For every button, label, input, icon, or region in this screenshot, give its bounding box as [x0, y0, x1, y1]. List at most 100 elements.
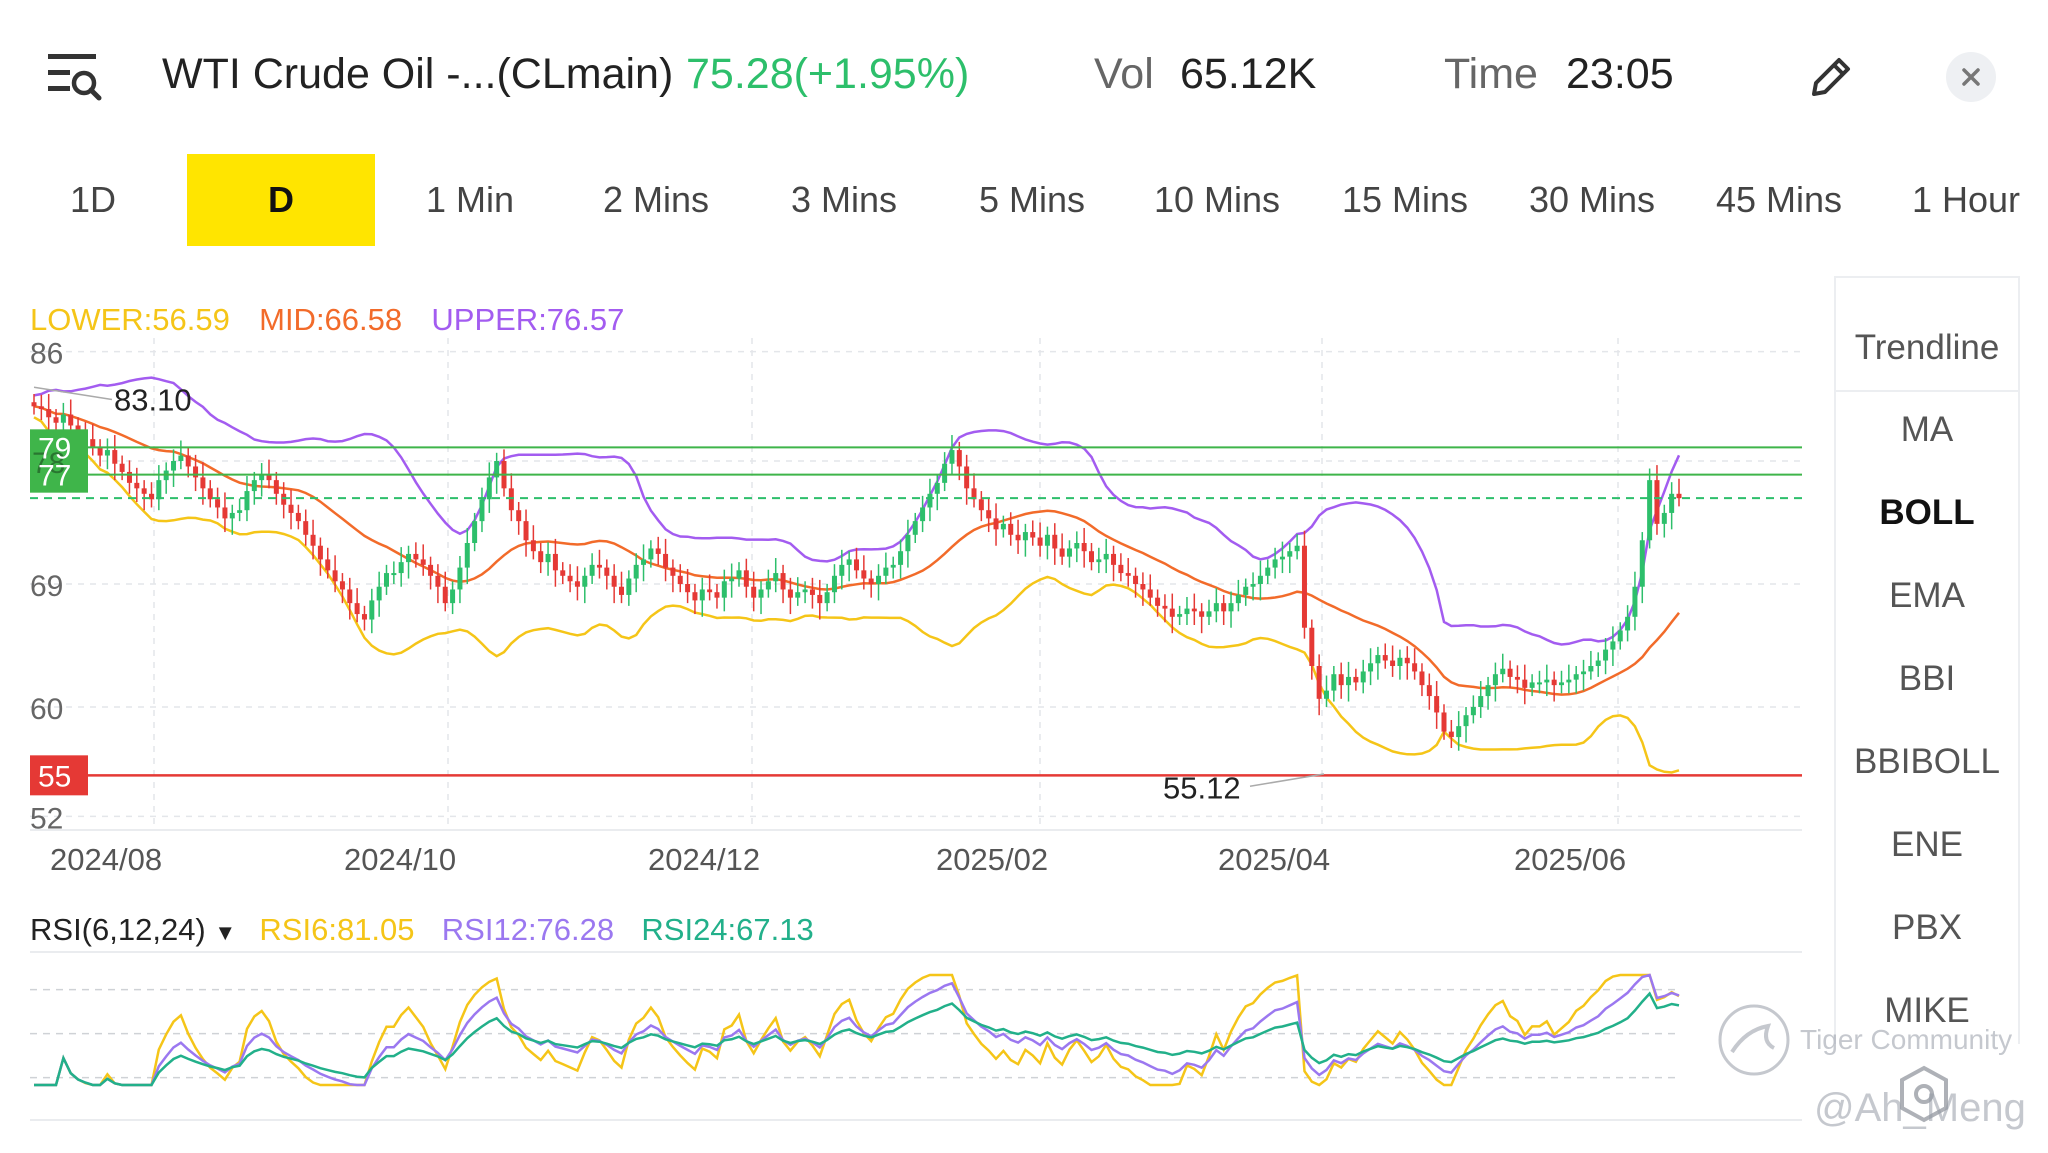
candle: [1441, 712, 1447, 732]
side-item-ene[interactable]: ENE: [1891, 825, 1963, 864]
tab-15-mins[interactable]: 15 Mins: [1341, 179, 1469, 220]
tab-1-hour[interactable]: 1 Hour: [1911, 179, 2021, 220]
y-axis-label: 69: [30, 570, 63, 603]
side-item-boll[interactable]: BOLL: [1879, 493, 1975, 532]
resistance-tag: [30, 429, 88, 493]
candle: [1397, 657, 1403, 666]
candle: [1536, 682, 1542, 685]
candle: [1647, 480, 1653, 541]
tab-1d[interactable]: 1D: [69, 179, 117, 220]
side-item-bbiboll[interactable]: BBIBOLL: [1854, 742, 2000, 781]
side-item-trendline[interactable]: Trendline: [1854, 328, 2000, 367]
pencil-icon[interactable]: [1806, 52, 1856, 102]
tab-45-mins[interactable]: 45 Mins: [1715, 179, 1843, 220]
candle: [457, 567, 463, 590]
tab-5-mins[interactable]: 5 Mins: [978, 179, 1086, 220]
candle: [97, 447, 103, 456]
low-marker-label: 55.12: [1163, 770, 1241, 805]
y-axis-label: 86: [30, 338, 63, 371]
candle: [200, 477, 206, 489]
candle: [1500, 668, 1506, 675]
candle: [1551, 679, 1557, 686]
candle: [1522, 679, 1528, 688]
rsi-chart[interactable]: [0, 950, 1830, 1130]
candle: [369, 600, 375, 620]
tab-30-mins[interactable]: 30 Mins: [1528, 179, 1656, 220]
candle: [1514, 676, 1520, 680]
tag-label-79: 79: [38, 432, 71, 465]
candle: [670, 567, 676, 576]
candle: [295, 512, 301, 522]
candle: [1125, 573, 1131, 576]
rsi-name[interactable]: RSI(6,12,24): [30, 912, 206, 947]
rsi-dropdown-icon[interactable]: ▼: [214, 920, 237, 945]
candle: [1559, 682, 1564, 686]
candle: [545, 553, 551, 563]
y-axis-label: 78: [32, 447, 65, 480]
candle: [641, 559, 647, 565]
candle: [185, 455, 191, 467]
candle: [38, 406, 44, 410]
candle: [626, 578, 632, 595]
candle: [868, 578, 874, 584]
tab-1-min[interactable]: 1 Min: [425, 179, 515, 220]
candle: [251, 480, 257, 492]
candle: [1155, 597, 1161, 606]
candle: [156, 480, 162, 500]
candle: [435, 575, 441, 587]
divider: [1836, 390, 2018, 392]
instrument-title[interactable]: WTI Crude Oil -...(CLmain): [162, 50, 674, 98]
candle: [259, 474, 265, 481]
candle: [1008, 523, 1014, 535]
candle: [560, 570, 566, 576]
tab-d[interactable]: D: [187, 154, 375, 246]
candle: [1089, 551, 1094, 563]
candle: [119, 463, 125, 472]
candle: [31, 402, 37, 407]
candle: [1603, 649, 1609, 661]
candle: [1595, 660, 1601, 666]
side-item-mike[interactable]: MIKE: [1884, 991, 1970, 1030]
candle: [1390, 660, 1396, 666]
tab-2-mins[interactable]: 2 Mins: [602, 179, 710, 220]
candle: [1316, 666, 1322, 699]
x-axis-label: 2025/02: [936, 842, 1048, 877]
candle: [920, 507, 926, 522]
candle: [46, 409, 52, 418]
candle: [912, 521, 918, 535]
side-item-bbi[interactable]: BBI: [1898, 659, 1956, 698]
candle: [479, 499, 485, 522]
candle: [1059, 548, 1065, 557]
menu-search-icon[interactable]: [46, 52, 102, 102]
close-button[interactable]: [1946, 52, 1996, 102]
candle: [244, 491, 250, 511]
candle: [964, 466, 970, 489]
close-icon: [1962, 68, 1980, 86]
candle: [339, 581, 345, 590]
candle: [1140, 584, 1146, 590]
rsi24-line: [34, 991, 1680, 1087]
candle: [1338, 674, 1344, 686]
boll-lower-value: LOWER:56.59: [30, 302, 230, 337]
candle: [229, 512, 235, 519]
tab-3-mins[interactable]: 3 Mins: [790, 179, 898, 220]
candle: [824, 592, 830, 604]
side-item-ma[interactable]: MA: [1900, 410, 1954, 449]
tab-10-mins[interactable]: 10 Mins: [1153, 179, 1281, 220]
candle: [582, 575, 588, 587]
candle: [486, 477, 492, 500]
candle: [619, 586, 624, 595]
candle: [1074, 543, 1080, 549]
candle: [1669, 493, 1675, 513]
candle: [207, 488, 213, 500]
boll-upper-value: UPPER:76.57: [431, 302, 625, 337]
side-item-pbx[interactable]: PBX: [1891, 908, 1963, 947]
candle: [1404, 657, 1410, 664]
candle: [552, 553, 558, 571]
candle: [971, 488, 977, 500]
candle: [699, 589, 705, 601]
candle: [1015, 534, 1021, 541]
side-item-ema[interactable]: EMA: [1889, 576, 1965, 615]
candle: [1434, 696, 1440, 713]
